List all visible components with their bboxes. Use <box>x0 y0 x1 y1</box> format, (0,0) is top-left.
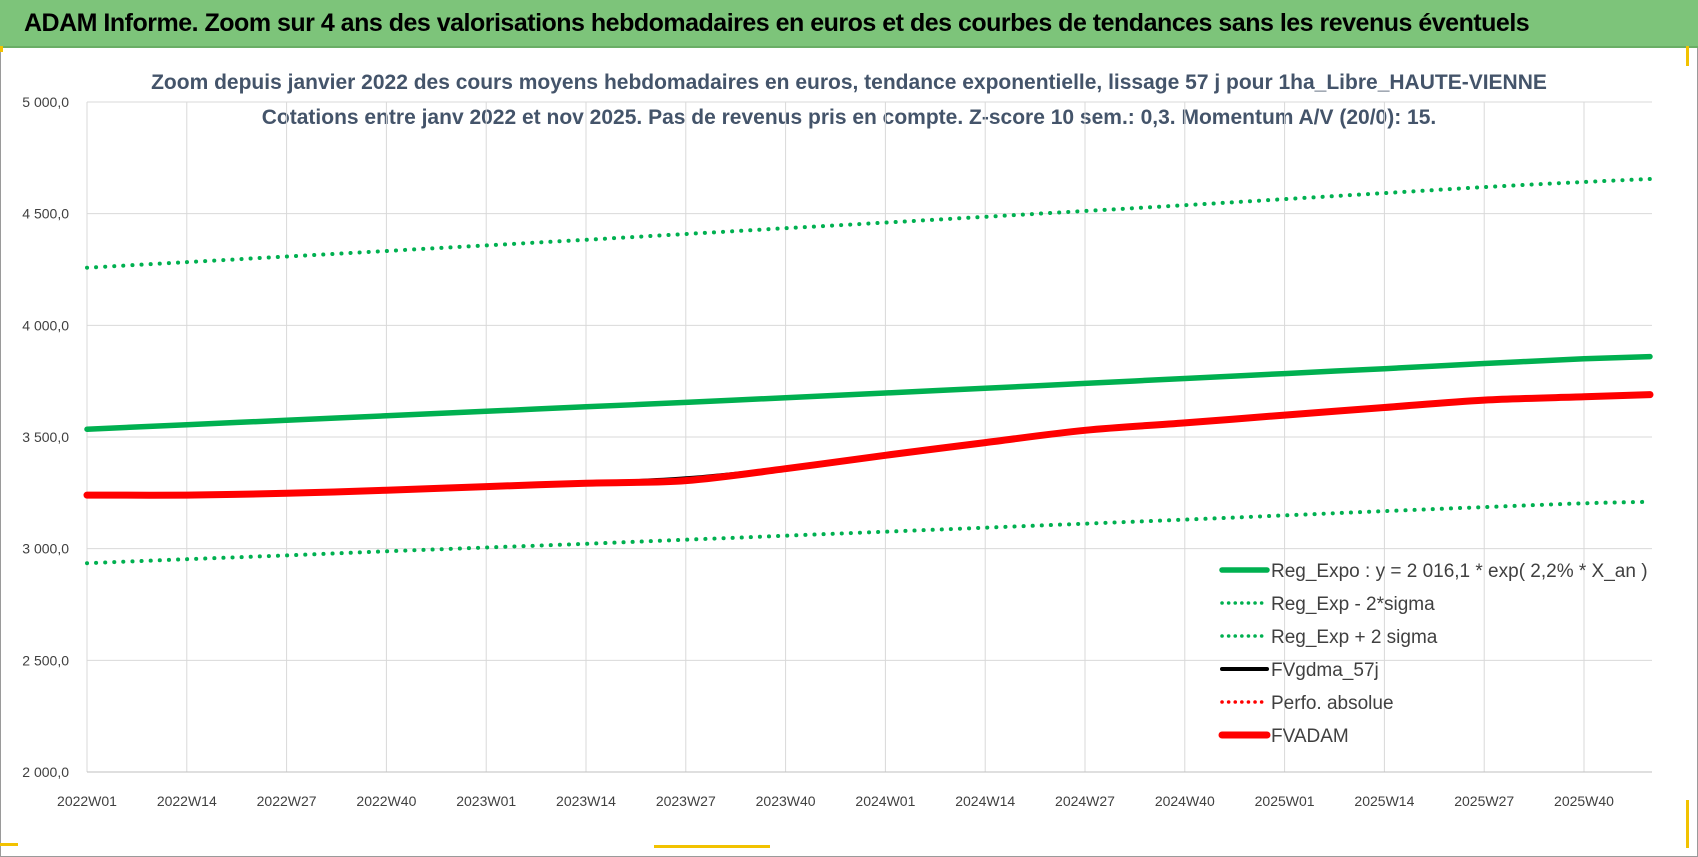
legend-label: Reg_Exp - 2*sigma <box>1271 594 1435 615</box>
chart-title: Zoom depuis janvier 2022 des cours moyen… <box>151 71 1547 94</box>
legend-label: Reg_Exp + 2 sigma <box>1271 627 1438 648</box>
axes: 2 000,0 2 500,0 3 000,0 3 500,0 4 000,0 4 500… <box>22 94 1652 809</box>
x-tick-label: 2024W14 <box>955 793 1015 809</box>
series-line-perfo-absolue <box>85 392 1652 498</box>
accent-right-bottom <box>1686 800 1689 848</box>
report-title: ADAM Informe. Zoom sur 4 ans des valoris… <box>24 9 1530 37</box>
series-line-reg-expo-y-2-016-1-exp-2-2-x-an <box>84 353 1653 432</box>
x-tick-label: 2024W40 <box>1155 793 1215 809</box>
x-tick-label: 2025W14 <box>1354 793 1414 809</box>
y-tick-label: 4 000,0 <box>22 317 69 333</box>
series-line-reg-exp-2-sigma <box>85 499 1652 566</box>
series-line-fvadam <box>83 391 1654 499</box>
x-tick-label: 2025W01 <box>1255 793 1315 809</box>
accent-bottom-mid <box>654 845 770 848</box>
y-tick-label: 3 000,0 <box>22 541 69 557</box>
x-tick-label: 2023W14 <box>556 793 616 809</box>
series-lines <box>83 177 1654 566</box>
series-line-fvgdma-57j <box>85 392 1652 498</box>
y-tick-label: 5 000,0 <box>22 94 69 110</box>
accent-right-top <box>1686 46 1689 66</box>
series-line-reg-exp-2-sigma <box>85 177 1652 270</box>
y-tick-label: 4 500,0 <box>22 206 69 222</box>
legend-label: Reg_Expo : y = 2 016,1 * exp( 2,2% * X_a… <box>1271 561 1648 582</box>
legend: Reg_Expo : y = 2 016,1 * exp( 2,2% * X_a… <box>1218 561 1648 747</box>
x-tick-label: 2025W40 <box>1554 793 1614 809</box>
y-tick-label: 3 500,0 <box>22 429 69 445</box>
report-banner: ADAM Informe. Zoom sur 4 ans des valoris… <box>0 0 1698 48</box>
x-tick-label: 2022W01 <box>57 793 117 809</box>
x-tick-label: 2025W27 <box>1454 793 1514 809</box>
gridlines <box>86 101 1652 773</box>
x-tick-label: 2024W27 <box>1055 793 1115 809</box>
y-tick-label: 2 000,0 <box>22 764 69 780</box>
x-tick-label: 2023W40 <box>756 793 816 809</box>
accent-bottom-left <box>0 843 18 846</box>
x-tick-label: 2022W14 <box>157 793 217 809</box>
chart-subtitle: Cotations entre janv 2022 et nov 2025. P… <box>262 106 1436 129</box>
legend-label: FVgdma_57j <box>1271 660 1379 681</box>
x-tick-label: 2024W01 <box>855 793 915 809</box>
accent-left-top <box>0 46 3 52</box>
x-tick-label: 2023W01 <box>456 793 516 809</box>
legend-label: FVADAM <box>1271 726 1349 747</box>
x-tick-label: 2022W27 <box>257 793 317 809</box>
legend-label: Perfo. absolue <box>1271 693 1394 714</box>
y-tick-label: 2 500,0 <box>22 652 69 668</box>
x-tick-label: 2023W27 <box>656 793 716 809</box>
x-tick-label: 2022W40 <box>356 793 416 809</box>
